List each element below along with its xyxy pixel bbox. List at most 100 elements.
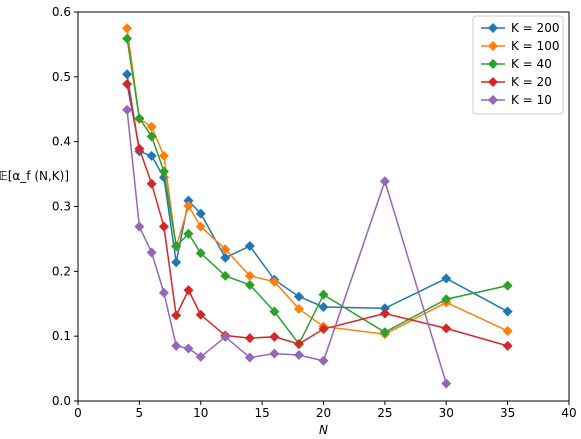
plot-area: [122, 23, 513, 389]
data-point: [441, 323, 452, 334]
data-point: [502, 325, 513, 336]
y-axis: 0.0 0.1 0.2 0.3 0.4 0.5 0.6: [52, 5, 78, 408]
data-point: [134, 143, 145, 154]
legend-label: K = 100: [511, 39, 559, 53]
y-tick-label: 0.6: [52, 5, 71, 19]
legend-frame: [472, 15, 564, 115]
data-point: [171, 340, 182, 351]
data-point: [318, 324, 329, 335]
x-tick-label: 0: [74, 406, 82, 420]
data-point: [220, 244, 231, 255]
legend-marker: [488, 95, 498, 105]
series-1: [122, 23, 513, 340]
legend-marker: [488, 59, 498, 69]
data-point: [293, 303, 304, 314]
data-point: [502, 280, 513, 291]
data-point: [146, 150, 157, 161]
data-point: [269, 331, 280, 342]
data-point: [244, 279, 255, 290]
legend-item: K = 10: [481, 93, 552, 107]
x-axis-label: N: [319, 423, 328, 437]
data-point: [293, 349, 304, 360]
data-point: [293, 291, 304, 302]
x-axis: 0 5 10 15 20 25 30 35 40: [74, 401, 577, 420]
y-tick-label: 0.2: [52, 264, 71, 278]
y-tick-label: 0.5: [52, 70, 71, 84]
data-point: [244, 333, 255, 344]
data-point: [318, 301, 329, 312]
data-point: [441, 378, 452, 389]
legend-marker: [488, 77, 498, 87]
data-point: [122, 33, 133, 44]
data-point: [244, 241, 255, 252]
legend-label: K = 20: [511, 75, 552, 89]
x-tick-label: 20: [316, 406, 331, 420]
data-point: [220, 331, 231, 342]
data-point: [158, 287, 169, 298]
data-point: [158, 221, 169, 232]
data-point: [269, 276, 280, 287]
series-4: [122, 104, 452, 389]
x-tick-label: 30: [439, 406, 454, 420]
x-tick-label: 40: [561, 406, 576, 420]
legend-label: K = 200: [511, 21, 559, 35]
series-line: [126, 28, 508, 335]
data-point: [122, 23, 133, 34]
data-point: [195, 248, 206, 259]
series-line: [126, 74, 508, 313]
series-0: [122, 69, 513, 317]
data-point: [379, 327, 390, 338]
legend: K = 200 K = 100 K = 40 K = 20 K = 10: [472, 15, 564, 115]
data-point: [146, 131, 157, 142]
data-point: [195, 309, 206, 320]
data-point: [220, 270, 231, 281]
data-point: [379, 308, 390, 319]
series-3: [122, 78, 513, 351]
y-tick-label: 0.0: [52, 394, 71, 408]
data-point: [158, 150, 169, 161]
data-point: [195, 221, 206, 232]
data-point: [183, 200, 194, 211]
legend-marker: [488, 23, 498, 33]
data-point: [122, 78, 133, 89]
legend-item: K = 40: [481, 57, 552, 71]
data-point: [183, 285, 194, 296]
data-point: [146, 247, 157, 258]
data-point: [441, 294, 452, 305]
y-tick-label: 0.1: [52, 329, 71, 343]
data-point: [183, 195, 194, 206]
data-point: [269, 348, 280, 359]
y-axis-label: 𝔼[α_f (N,K)]: [0, 169, 69, 183]
data-point: [269, 306, 280, 317]
data-point: [379, 176, 390, 187]
data-point: [122, 69, 133, 80]
series-2: [122, 33, 513, 349]
data-point: [171, 241, 182, 252]
data-point: [220, 252, 231, 263]
data-point: [379, 303, 390, 314]
data-point: [146, 178, 157, 189]
data-point: [195, 208, 206, 219]
legend-marker: [488, 41, 498, 51]
legend-item: K = 100: [481, 39, 559, 53]
data-point: [244, 270, 255, 281]
legend-label: K = 10: [511, 93, 552, 107]
data-point: [134, 221, 145, 232]
data-point: [158, 166, 169, 177]
data-point: [146, 121, 157, 132]
data-point: [441, 273, 452, 284]
y-tick-label: 0.3: [52, 200, 71, 214]
data-point: [195, 351, 206, 362]
data-point: [244, 352, 255, 363]
data-point: [122, 104, 133, 115]
x-tick-label: 35: [500, 406, 515, 420]
data-point: [171, 310, 182, 321]
x-tick-label: 15: [254, 406, 269, 420]
data-point: [502, 306, 513, 317]
data-point: [183, 228, 194, 239]
x-tick-label: 25: [377, 406, 392, 420]
data-point: [318, 355, 329, 366]
x-tick-label: 10: [193, 406, 208, 420]
data-point: [318, 289, 329, 300]
